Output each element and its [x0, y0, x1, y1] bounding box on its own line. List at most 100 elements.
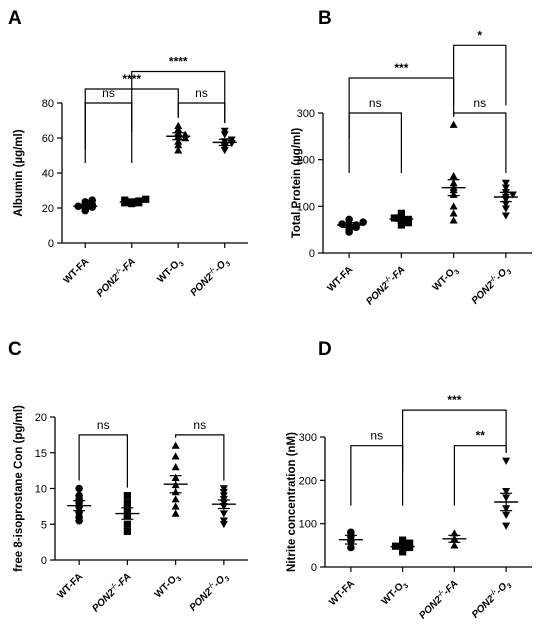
data-point: [449, 216, 458, 224]
significance-label: ***: [447, 393, 461, 407]
data-point: [347, 543, 355, 552]
data-point: [501, 200, 510, 208]
x-tick-label: WT-FA: [55, 571, 85, 601]
significance-label: **: [476, 429, 486, 443]
data-point: [359, 218, 367, 226]
group-1: PON2-/--FA: [90, 492, 140, 614]
y-tick-label: 0: [41, 555, 47, 567]
data-point: [450, 529, 459, 537]
significance-bracket: ns: [78, 418, 128, 488]
group-0: WT-FA: [62, 196, 98, 286]
data-point: [406, 539, 414, 547]
significance-label: ****: [169, 55, 188, 69]
bracket-line: [453, 445, 507, 506]
data-point: [449, 172, 458, 180]
data-point: [347, 528, 355, 537]
data-point: [399, 546, 407, 554]
data-point: [123, 492, 131, 500]
data-point: [406, 543, 414, 552]
data-point: [171, 441, 180, 449]
significance-bracket: ns: [453, 96, 507, 173]
data-point: [174, 137, 183, 145]
significance-label: ***: [394, 61, 408, 75]
y-tick-label: 300: [297, 108, 315, 120]
panel-b: B 0 100 200 300 Total Protein (µg/ml) WT-FA PON…: [291, 8, 532, 309]
significance-label: ns: [369, 96, 382, 110]
significance-label: ns: [97, 418, 110, 432]
bracket-line: [175, 434, 225, 481]
y-tick-label: 0: [48, 238, 54, 250]
significance-bracket: ns: [348, 96, 402, 173]
x-tick-label: PON2-/--FA: [417, 578, 461, 622]
group-3: PON2-/--O3: [469, 457, 519, 623]
group-0: WT-FA: [325, 215, 367, 294]
y-tick-label: 300: [299, 432, 317, 444]
y-tick-label: 60: [42, 133, 54, 145]
data-point: [171, 495, 180, 503]
data-point: [123, 527, 131, 535]
group-0: WT-FA: [327, 528, 363, 608]
x-tick-label: WT-O3: [155, 256, 185, 286]
panel-label: B: [318, 8, 332, 29]
panel-label: C: [8, 339, 22, 360]
y-tick-label: 200: [299, 475, 317, 487]
y-tick-label: 20: [42, 203, 54, 215]
group-0: WT-FA: [55, 484, 92, 601]
x-tick-label: PON2-/--O3: [469, 578, 514, 623]
data-point: [449, 202, 458, 210]
data-point: [450, 541, 459, 549]
data-point: [220, 127, 229, 135]
data-point: [501, 205, 510, 213]
y-tick-label: 100: [297, 201, 315, 213]
y-tick-label: 5: [41, 519, 47, 531]
data-point: [75, 491, 83, 500]
data-point: [123, 520, 131, 528]
significance-label: ns: [473, 96, 486, 110]
data-point: [219, 510, 228, 518]
significance-bracket: ns: [84, 86, 133, 163]
panel-c: C 0 5 10 15 20 free 8-isoprostane Con (pg/ml) W…: [8, 339, 248, 616]
bracket-line: [131, 70, 226, 132]
data-point: [449, 209, 458, 217]
x-tick-label: PON2-/--O3: [469, 264, 514, 309]
x-tick-label: WT-O3: [380, 578, 410, 608]
x-tick-label: WT-O3: [431, 264, 461, 294]
data-point: [219, 517, 228, 525]
data-point: [171, 502, 180, 510]
data-point: [502, 487, 511, 496]
group-2: WT-O3: [153, 441, 188, 600]
x-tick-label: WT-FA: [327, 578, 357, 608]
data-point: [171, 509, 180, 517]
y-axis-label: Total Protein (µg/ml): [291, 128, 303, 239]
group-3: PON2-/--O3: [188, 127, 237, 301]
data-point: [227, 136, 236, 144]
significance-label: *: [477, 28, 482, 42]
bracket-line: [177, 102, 226, 123]
data-point: [502, 457, 511, 465]
data-point: [174, 121, 183, 129]
data-point: [174, 146, 183, 154]
data-point: [171, 452, 180, 460]
x-tick-label: WT-FA: [62, 256, 92, 286]
bracket-line: [453, 112, 507, 173]
x-tick-label: PON2-/--O3: [188, 256, 233, 301]
significance-label: ns: [193, 418, 206, 432]
data-point: [397, 209, 405, 217]
bracket-line: [78, 434, 128, 488]
group-1: PON2-/--FA: [364, 209, 414, 308]
significance-bracket: ns: [175, 418, 225, 481]
data-point: [75, 484, 83, 493]
data-point: [502, 511, 511, 519]
data-point: [142, 195, 150, 203]
y-axis-label: Albumin (µg/ml): [13, 129, 25, 216]
data-point: [501, 212, 510, 220]
y-tick-label: 20: [35, 412, 47, 424]
x-tick-label: PON2-/--O3: [187, 571, 232, 616]
y-tick-label: 0: [309, 248, 315, 260]
data-point: [397, 221, 405, 229]
bracket-line: [350, 445, 404, 506]
bracket-line: [453, 44, 507, 106]
y-tick-label: 80: [42, 98, 54, 110]
x-tick-label: PON2-/--FA: [364, 264, 408, 308]
